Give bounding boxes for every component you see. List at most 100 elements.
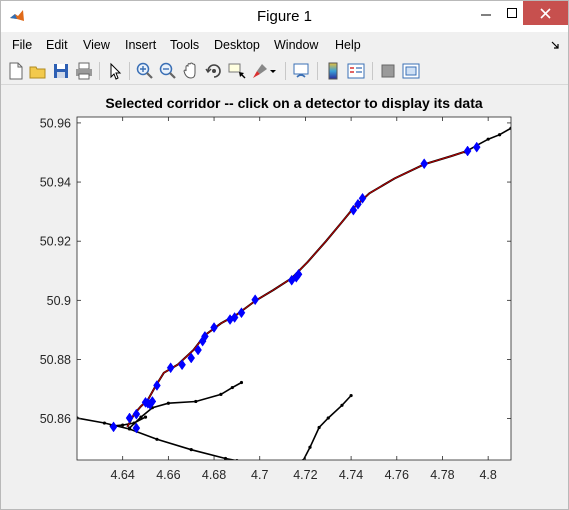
road-point (139, 415, 143, 419)
road-point (497, 133, 502, 137)
road-point (102, 421, 107, 425)
figure-toolbar (1, 57, 568, 85)
toolbar-separator (372, 62, 373, 80)
brush-dropdown-icon[interactable] (267, 61, 279, 81)
toolbar-separator (317, 62, 318, 80)
road-point (301, 458, 305, 460)
road-point (194, 399, 198, 404)
insert-legend-icon[interactable] (346, 61, 366, 81)
road-line-1 (128, 381, 242, 429)
hide-plot-tools-icon[interactable] (378, 61, 398, 81)
detector-marker-13[interactable] (201, 330, 209, 342)
menu-desktop[interactable]: Desktop (214, 38, 260, 52)
detector-marker-27[interactable] (472, 141, 481, 153)
detector-marker-0[interactable] (109, 421, 118, 433)
road-point (349, 393, 353, 398)
detector-marker-28[interactable] (132, 422, 141, 434)
close-button[interactable] (523, 1, 568, 25)
road-point (308, 445, 312, 449)
open-file-icon[interactable] (28, 61, 48, 81)
menu-window[interactable]: Window (274, 38, 319, 52)
menu-insert[interactable]: Insert (125, 38, 157, 52)
road-point (486, 137, 490, 141)
detector-marker-25[interactable] (420, 158, 429, 170)
plot-layer (77, 126, 511, 460)
detector-marker-6[interactable] (148, 396, 157, 407)
minimize-icon (481, 14, 491, 16)
maximize-icon (507, 8, 517, 18)
x-tick-label: 4.76 (385, 468, 409, 482)
x-tick-label: 4.78 (430, 468, 454, 482)
chart-title: Selected corridor -- click on a detector… (105, 95, 483, 111)
toolbar-separator (99, 62, 100, 80)
detector-marker-21[interactable] (294, 268, 303, 280)
road-point (340, 403, 344, 407)
detector-marker-14[interactable] (210, 322, 218, 333)
zoom-out-icon[interactable] (158, 61, 178, 81)
detector-marker-17[interactable] (237, 307, 246, 319)
road-point (317, 425, 321, 430)
menu-bar: File Edit View Insert Tools Desktop Wind… (1, 32, 568, 57)
detector-marker-11[interactable] (194, 344, 202, 356)
maximize-button[interactable] (497, 1, 527, 25)
close-icon (540, 7, 551, 19)
edit-plot-arrow-icon[interactable] (105, 61, 125, 81)
menu-edit[interactable]: Edit (46, 38, 68, 52)
menu-tools[interactable]: Tools (170, 38, 200, 52)
figure-canvas: 4.64 4.66 4.68 4.7 4.72 4.74 4.76 4.78 4.8 50.86 5… (5, 88, 564, 507)
tick-layer: 4.64 4.66 4.68 4.7 4.72 4.74 4.76 4.78 4.8 50.86 5… (40, 116, 511, 482)
detector-marker-22[interactable] (349, 204, 358, 216)
zoom-in-icon[interactable] (135, 61, 155, 81)
detector-marker-26[interactable] (463, 145, 472, 157)
show-plot-tools-icon[interactable] (401, 61, 421, 81)
detector-marker-2[interactable] (132, 408, 141, 420)
print-icon[interactable] (74, 61, 94, 81)
road-point (155, 437, 159, 441)
detector-marker-16[interactable] (230, 312, 239, 323)
link-plot-icon[interactable] (291, 61, 311, 81)
dock-arrow-icon[interactable] (550, 40, 560, 50)
road-point (132, 421, 136, 425)
toolbar-separator (129, 62, 130, 80)
road-point (235, 458, 239, 460)
y-tick-label: 50.96 (40, 116, 71, 130)
road-point (219, 392, 223, 396)
detector-marker-9[interactable] (178, 359, 186, 371)
rotate-3d-icon[interactable] (204, 61, 224, 81)
road-point (230, 385, 234, 390)
matlab-icon (10, 10, 24, 21)
y-tick-label: 50.86 (40, 412, 71, 426)
detector-marker-8[interactable] (166, 362, 175, 374)
detector-marker-1[interactable] (125, 412, 134, 424)
x-tick-label: 4.64 (111, 468, 135, 482)
road-point (189, 448, 193, 452)
x-tick-label: 4.68 (202, 468, 226, 482)
minimize-button[interactable] (471, 1, 501, 25)
corridor-map-chart[interactable]: 4.64 4.66 4.68 4.7 4.72 4.74 4.76 4.78 4.8 50.86 5… (5, 88, 564, 507)
toolbar-separator (285, 62, 286, 80)
road-point (326, 416, 330, 420)
insert-colorbar-icon[interactable] (323, 61, 343, 81)
y-tick-label: 50.9 (47, 294, 71, 308)
y-tick-label: 50.94 (40, 176, 71, 190)
axes-background[interactable] (77, 117, 511, 460)
detector-marker-7[interactable] (153, 380, 161, 391)
new-figure-icon[interactable] (6, 61, 26, 81)
detector-marker-24[interactable] (358, 192, 367, 204)
menu-help[interactable]: Help (335, 38, 361, 52)
menu-view[interactable]: View (83, 38, 110, 52)
window-title: Figure 1 (256, 8, 313, 25)
detector-marker-23[interactable] (354, 198, 362, 210)
menu-file[interactable]: File (12, 38, 33, 52)
detector-marker-10[interactable] (187, 352, 196, 364)
brush-icon[interactable] (250, 61, 270, 81)
detector-marker-18[interactable] (251, 294, 259, 306)
x-tick-label: 4.74 (339, 468, 363, 482)
x-tick-label: 4.7 (251, 468, 268, 482)
road-point (121, 423, 125, 427)
title-bar[interactable]: Figure 1 (1, 1, 568, 32)
data-cursor-icon[interactable] (227, 61, 247, 81)
save-icon[interactable] (51, 61, 71, 81)
pan-hand-icon[interactable] (181, 61, 201, 81)
